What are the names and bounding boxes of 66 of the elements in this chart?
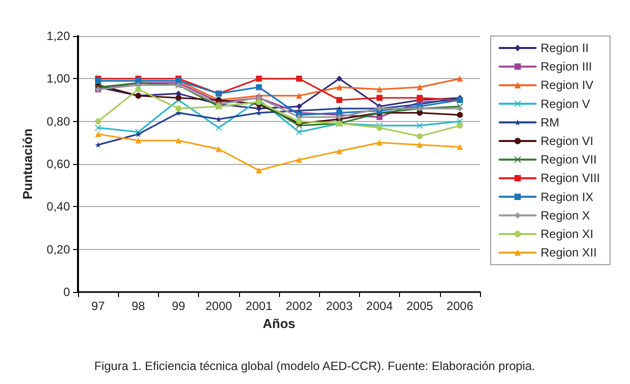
point — [256, 84, 262, 90]
legend-label: Region V — [540, 96, 590, 111]
point — [135, 86, 142, 92]
point — [336, 76, 342, 82]
x-tick-label: 2004 — [366, 299, 394, 313]
legend-label: Region VIII — [540, 171, 600, 186]
point — [456, 112, 463, 118]
point — [135, 131, 142, 138]
point — [456, 144, 463, 150]
point — [95, 118, 102, 124]
point — [416, 84, 423, 90]
x-tick-label: 97 — [91, 299, 106, 313]
x-tick-label: 2003 — [326, 299, 353, 313]
point — [296, 156, 302, 163]
point — [296, 92, 302, 99]
y-axis-title: Puntuación — [20, 128, 35, 200]
point — [296, 103, 302, 110]
point — [176, 94, 182, 101]
x-tick-label: 98 — [132, 299, 146, 313]
x-tick-label: 2001 — [246, 299, 273, 313]
point — [456, 122, 463, 129]
x-axis-title: Años — [262, 316, 296, 331]
point — [336, 84, 342, 90]
point — [376, 140, 382, 146]
legend-label: Region IV — [540, 78, 594, 92]
x-tick-label: 2002 — [286, 299, 313, 313]
point — [416, 142, 423, 148]
point — [416, 94, 423, 101]
legend-label: Region XI — [540, 227, 594, 241]
point — [456, 76, 463, 82]
point — [336, 97, 342, 103]
point — [216, 124, 222, 131]
point — [176, 106, 182, 112]
point — [135, 138, 142, 144]
y-tick-label: 0 — [63, 285, 70, 299]
x-tick-label: 99 — [172, 299, 186, 313]
point — [376, 94, 382, 101]
legend-label: Region VII — [540, 152, 597, 167]
x-tick-label: 2006 — [446, 299, 474, 313]
y-tick-label: 0,20 — [46, 242, 70, 256]
point — [376, 86, 382, 92]
text: Figura 1. Eficiencia técnica global (modelo AED-CCR). Fuente: Elaboración propia. — [94, 359, 536, 373]
point — [296, 129, 302, 135]
point — [456, 106, 463, 112]
point — [256, 76, 262, 82]
y-tick-label: 1,00 — [46, 72, 70, 86]
point — [95, 131, 102, 138]
legend-label: Region II — [540, 41, 589, 55]
legend-label: Region XII — [540, 246, 597, 260]
point — [256, 167, 262, 174]
legend-label: RM — [540, 115, 560, 130]
point — [216, 146, 222, 152]
y-tick-label: 1,20 — [46, 29, 70, 43]
point — [296, 76, 302, 82]
legend-label: Region III — [540, 60, 592, 74]
y-tick-label: 0,60 — [46, 157, 70, 171]
legend-label: Region IX — [540, 190, 594, 204]
point — [416, 133, 423, 140]
y-tick-label: 0,80 — [46, 114, 70, 128]
point — [176, 138, 182, 144]
y-tick-label: 0,40 — [46, 200, 70, 214]
legend-label: Region X — [540, 208, 590, 222]
x-tick-label: 2000 — [205, 299, 232, 313]
legend-label: Region VI — [540, 134, 594, 148]
point — [336, 148, 342, 154]
x-tick-label: 2005 — [406, 299, 434, 313]
